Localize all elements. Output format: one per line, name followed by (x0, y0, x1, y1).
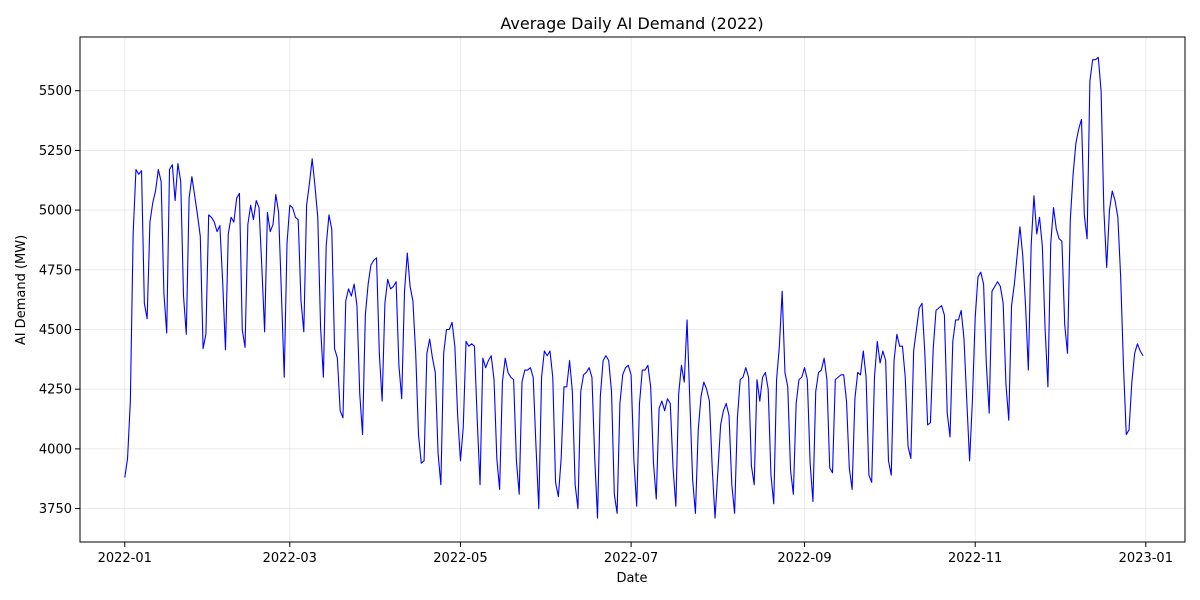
x-axis-label: Date (616, 571, 647, 586)
y-axis-label: AI Demand (MW) (14, 235, 29, 345)
x-axis-ticks: 2022-01 2022-03 2022-05 2022-07 2022-09 2022-… (98, 542, 1173, 566)
plot-frame (79, 36, 1186, 543)
x-tick-label: 2022-09 (777, 551, 831, 566)
y-tick-label: 4000 (39, 442, 72, 457)
y-tick-label: 5500 (39, 84, 72, 99)
y-tick-label: 5250 (39, 144, 72, 159)
demand-series-line (124, 56, 1144, 519)
y-tick-label: 4250 (39, 383, 72, 398)
y-tick-label: 3750 (39, 502, 72, 517)
x-tick-label: 2023-01 (1119, 551, 1173, 566)
x-tick-label: 2022-07 (604, 551, 658, 566)
grid-layer (80, 37, 1185, 542)
y-axis-ticks: 3750 4000 4250 4500 4750 5000 5250 5500 (39, 84, 80, 517)
chart-title: Average Daily AI Demand (2022) (500, 14, 763, 33)
y-tick-label: 4500 (39, 323, 72, 338)
x-tick-label: 2022-11 (948, 551, 1002, 566)
series-layer (124, 56, 1144, 519)
y-tick-label: 4750 (39, 263, 72, 278)
x-tick-label: 2022-05 (433, 551, 487, 566)
x-tick-label: 2022-03 (263, 551, 317, 566)
y-tick-label: 5000 (39, 204, 72, 219)
x-tick-label: 2022-01 (98, 551, 152, 566)
